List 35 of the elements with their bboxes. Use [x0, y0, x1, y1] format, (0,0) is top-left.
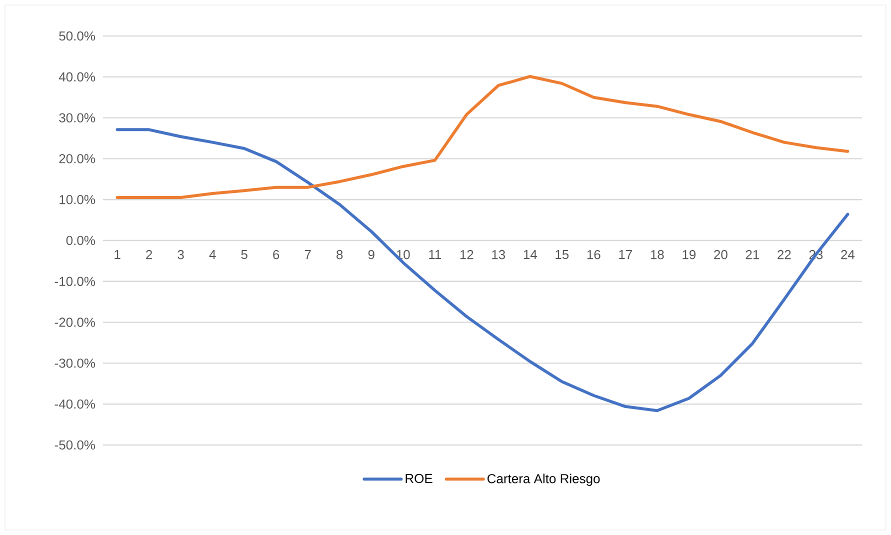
x-tick-label: 24: [841, 250, 855, 260]
x-tick-label: 11: [429, 250, 441, 259]
x-tick-label: 5: [241, 250, 248, 260]
x-tick-label: 21: [746, 250, 760, 260]
x-tick-label: 16: [587, 250, 600, 260]
x-tick-label: 9: [368, 250, 374, 260]
y-tick-label: -40.0%: [54, 399, 96, 409]
y-tick-label: 40.0%: [58, 72, 96, 82]
y-tick-label: 0.0%: [66, 236, 96, 246]
x-tick-label: 22: [778, 250, 791, 260]
x-tick-label: 18: [650, 250, 664, 260]
y-tick-label: -50.0%: [54, 440, 96, 450]
x-tick-label: 12: [460, 250, 474, 260]
y-tick-label: 50.0%: [59, 31, 96, 41]
legend-label: ROE: [406, 474, 432, 484]
y-tick-label: 10.0%: [60, 194, 96, 204]
x-tick-label: 20: [714, 250, 728, 260]
x-tick-label: 4: [209, 250, 216, 259]
x-tick-label: 1: [114, 250, 120, 259]
y-tick-label: 20.0%: [59, 154, 96, 164]
x-tick-label: 2: [146, 250, 152, 260]
x-tick-label: 15: [556, 250, 569, 260]
legend-label: Cartera Alto Riesgo: [488, 474, 600, 486]
x-tick-label: 7: [304, 250, 311, 259]
y-tick-label: -10.0%: [54, 276, 96, 286]
x-tick-label: 3: [178, 250, 184, 260]
x-tick-label: 6: [273, 250, 280, 260]
y-tick-label: -30.0%: [54, 358, 96, 368]
x-tick-label: 17: [619, 250, 632, 259]
y-tick-label: -20.0%: [54, 318, 96, 327]
y-tick-label: 30.0%: [59, 113, 96, 122]
x-tick-label: 19: [682, 250, 696, 260]
x-tick-label: 14: [524, 250, 537, 259]
x-tick-label: 13: [492, 250, 506, 260]
x-tick-label: 8: [336, 250, 343, 260]
